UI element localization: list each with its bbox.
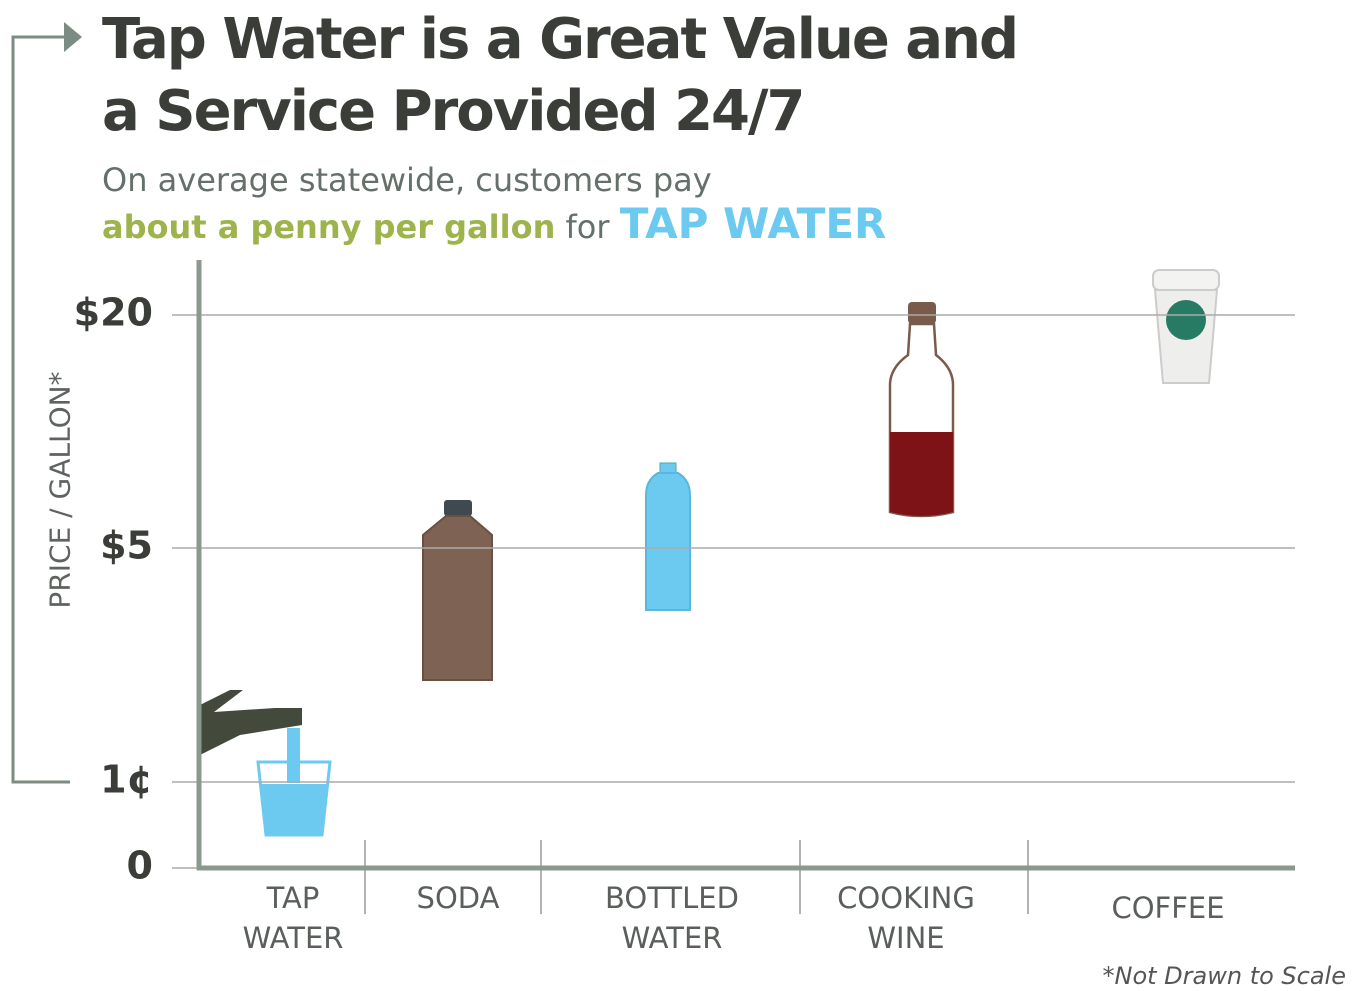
x-tick-label: COFFEE	[1111, 891, 1225, 925]
x-tick-label: COOKING WINE	[837, 881, 975, 955]
subtitle: On average statewide, customers pay abou…	[102, 158, 886, 249]
separators	[364, 840, 1029, 914]
y-tick-label: 0	[127, 844, 153, 888]
joiner: for	[565, 208, 610, 246]
bracket-arrow	[64, 22, 82, 52]
x-tick-label: SODA	[416, 881, 500, 915]
soda-icon	[422, 500, 493, 681]
y-axis-label: PRICE / GALLON*	[43, 371, 77, 609]
subtitle-line: On average statewide, customers pay	[102, 161, 712, 199]
coffee-icon	[1152, 269, 1220, 384]
bottled-water-icon	[645, 462, 691, 611]
y-tick-label: $5	[100, 524, 153, 568]
y-tick-label: 1¢	[100, 758, 153, 802]
highlight: about a penny per gallon	[102, 208, 556, 246]
bracket	[11, 35, 70, 784]
subtitle-line: about a penny per gallon for TAP WATER	[102, 202, 886, 249]
emphasis: TAP WATER	[619, 199, 887, 248]
x-tick-label: TAP WATER	[242, 881, 344, 955]
title: Tap Water is a Great Value and a Service…	[102, 7, 1019, 144]
wine-icon	[888, 302, 955, 518]
tap-icon	[200, 690, 332, 837]
y-tick-label: $20	[74, 291, 153, 335]
note: *Not Drawn to Scale	[1102, 962, 1347, 990]
x-tick-label: BOTTLED WATER	[605, 881, 739, 955]
